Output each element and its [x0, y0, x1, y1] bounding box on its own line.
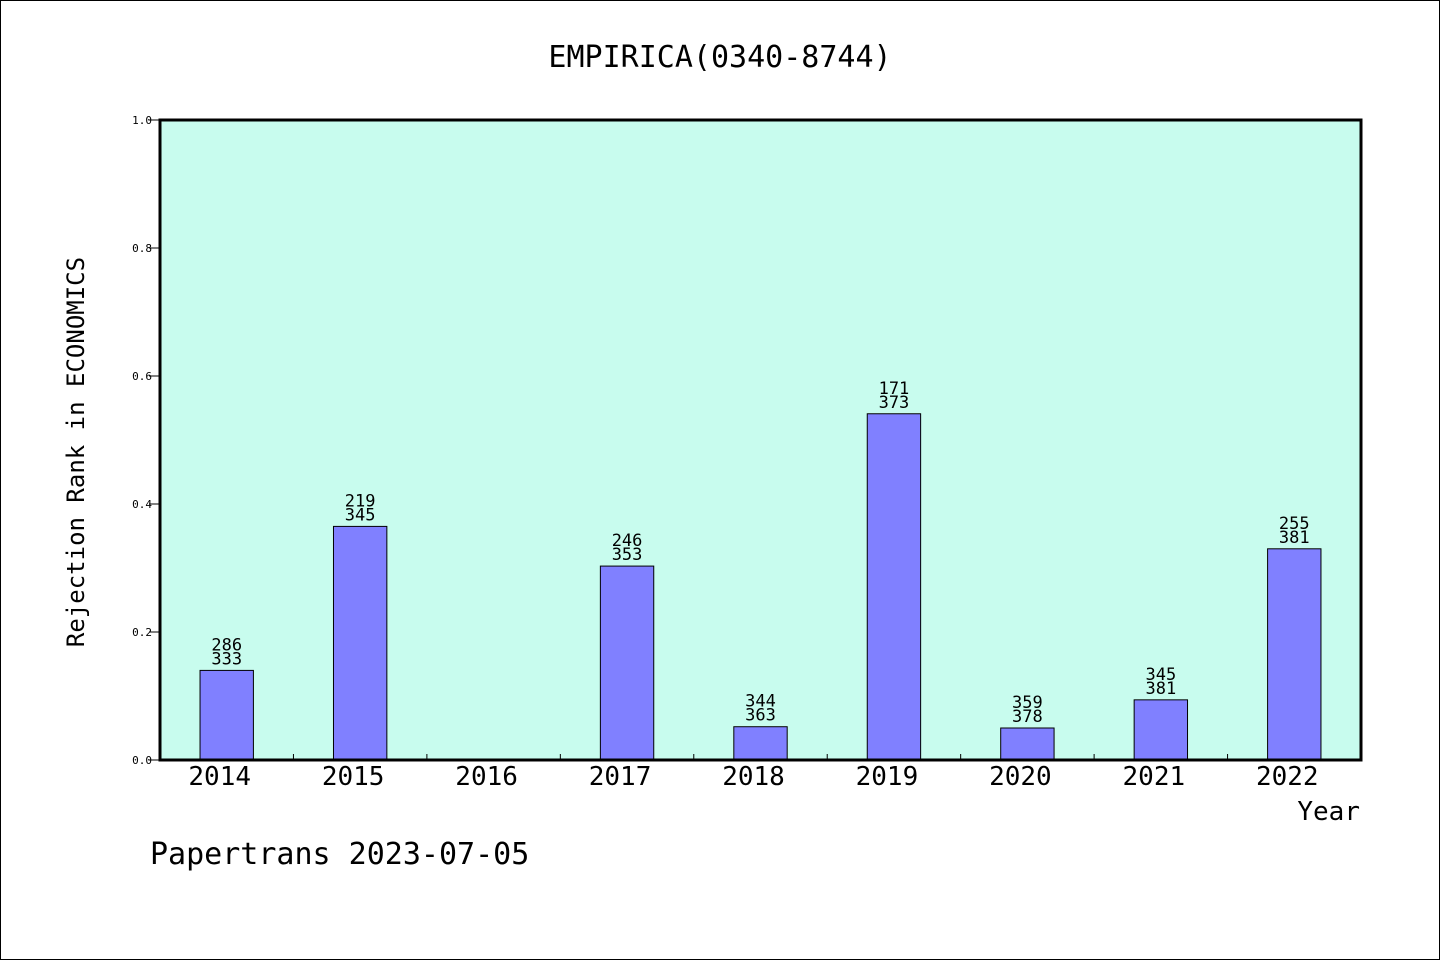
- bar-2020: [1000, 727, 1055, 761]
- x-tick-label-2014: 2014: [188, 762, 251, 792]
- x-tick-label-2015: 2015: [322, 762, 385, 792]
- bar-label-top-2021: 345: [1145, 665, 1176, 685]
- bar-label-top-2020: 359: [1012, 693, 1043, 713]
- bar-2019: [866, 413, 922, 761]
- bar-label-bottom-2022: 381: [1279, 528, 1310, 548]
- bar-label-bottom-2017: 353: [612, 545, 643, 565]
- bar-label-top-2014: 286: [211, 635, 242, 655]
- y-tick-label-0.2: 0.2: [132, 626, 152, 639]
- bar-2022: [1267, 548, 1322, 761]
- x-tick-label-2019: 2019: [856, 762, 919, 792]
- bar-2018: [733, 726, 788, 761]
- bar-label-bottom-2015: 345: [345, 505, 376, 525]
- bar-label-bottom-2018: 363: [745, 706, 776, 726]
- x-tick-label-2021: 2021: [1123, 762, 1186, 792]
- y-axis-ticks: 0.0 0.2 0.4 0.6 0.8 1.0: [132, 114, 160, 767]
- bar-label-bottom-2021: 381: [1145, 679, 1176, 699]
- bar-label-bottom-2014: 333: [211, 649, 242, 669]
- chart-title: EMPIRICA(0340-8744): [548, 40, 891, 75]
- x-tick-label-2022: 2022: [1256, 762, 1319, 792]
- bar-label-bottom-2019: 373: [879, 393, 910, 413]
- bar-label-bottom-2020: 378: [1012, 707, 1043, 727]
- x-tick-label-2016: 2016: [455, 762, 518, 792]
- bar-2014: [199, 669, 254, 761]
- y-tick-label-0.6: 0.6: [132, 370, 152, 383]
- x-axis-ticks: 2014 2015 2016 2017 2018 2019 2020 2021 2022: [188, 754, 1319, 792]
- bar-labels-group: 2863332193452463533443631713733593783453…: [211, 379, 1309, 727]
- bar-label-top-2019: 171: [879, 379, 910, 399]
- bar-label-top-2015: 219: [345, 491, 376, 511]
- bar-label-top-2017: 246: [612, 531, 643, 551]
- x-tick-label-2018: 2018: [722, 762, 785, 792]
- y-tick-label-0.8: 0.8: [132, 242, 152, 255]
- y-tick-label-0.4: 0.4: [132, 498, 152, 511]
- bars-group: [199, 413, 1322, 761]
- x-tick-label-2020: 2020: [989, 762, 1052, 792]
- x-tick-label-2017: 2017: [589, 762, 652, 792]
- footer-credit: Papertrans 2023-07-05: [150, 837, 529, 872]
- x-axis-label: Year: [1297, 797, 1360, 827]
- bar-2017: [599, 565, 655, 761]
- bar-label-top-2022: 255: [1279, 514, 1310, 534]
- plot-border: [158, 118, 1363, 762]
- bar-label-top-2018: 344: [745, 692, 776, 712]
- bar-2021: [1133, 699, 1189, 761]
- y-tick-label-0.0: 0.0: [132, 754, 152, 767]
- y-tick-label-1.0: 1.0: [132, 114, 152, 127]
- bar-2015: [332, 525, 388, 761]
- y-axis-label: Rejection Rank in ECONOMICS: [62, 257, 90, 647]
